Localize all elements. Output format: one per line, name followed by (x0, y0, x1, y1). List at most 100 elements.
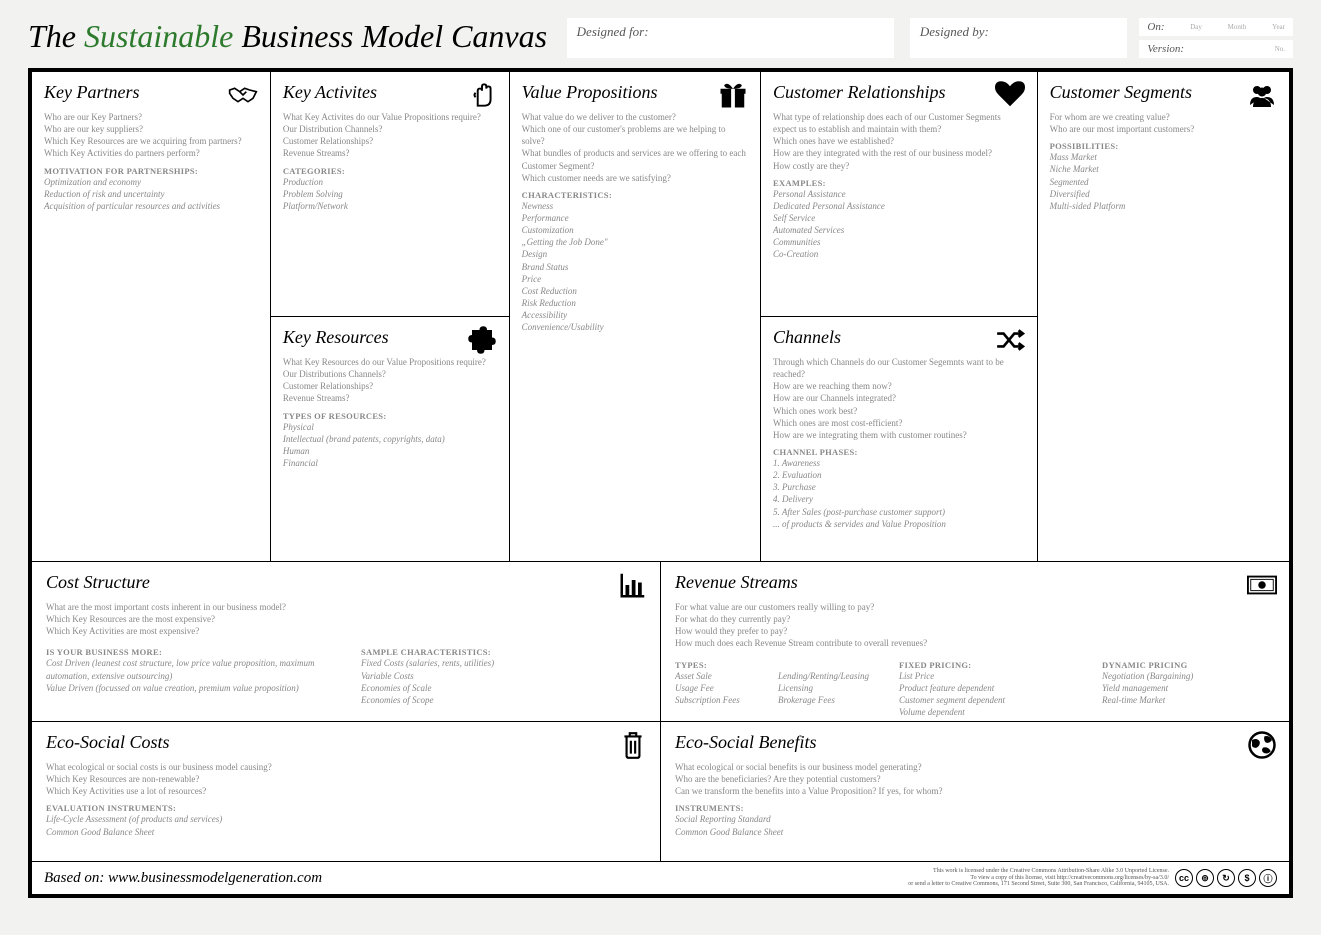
day-hint: Day (1190, 23, 1202, 31)
fixed: List PriceProduct feature dependentCusto… (899, 670, 1072, 719)
title-prefix: The (28, 18, 84, 54)
cc-attribution: This work is licensed under the Creative… (908, 868, 1277, 888)
hand-icon (467, 80, 497, 110)
money-icon (1247, 570, 1277, 600)
page-title: The Sustainable Business Model Canvas (28, 18, 555, 55)
cell-key-activities: Key Activites What Key Activites do our … (271, 72, 509, 317)
subhead: EXAMPLES: (773, 178, 1025, 188)
handshake-icon (228, 80, 258, 110)
people-icon (1247, 80, 1277, 110)
items: Optimization and economyReduction of ris… (44, 176, 258, 212)
items: Cost Driven (leanest cost structure, low… (46, 657, 331, 693)
canvas-mid-row: Cost Structure What are the most importa… (32, 562, 1289, 722)
canvas-top-row: Key Partners Who are our Key Partners?Wh… (32, 72, 1289, 562)
subhead: TYPES OF RESOURCES: (283, 411, 497, 421)
cc-icon: cc (1175, 869, 1193, 887)
items: ProductionProblem SolvingPlatform/Networ… (283, 176, 497, 212)
cc-sa-icon: ↻ (1217, 869, 1235, 887)
cell-revenue-streams: Revenue Streams For what value are our c… (661, 562, 1289, 721)
version-field[interactable]: Version: No. (1139, 40, 1293, 58)
cell-title: Channels (773, 327, 1025, 348)
prompts: Who are our Key Partners?Who are our key… (44, 111, 258, 160)
business-model-canvas: Key Partners Who are our Key Partners?Wh… (28, 68, 1293, 898)
title-highlight: Sustainable (84, 18, 233, 54)
based-on-text: Based on: www.businessmodelgeneration.co… (44, 870, 322, 887)
items: Life-Cycle Assessment (of products and s… (46, 813, 646, 837)
cell-customer-relationships: Customer Relationships What type of rela… (761, 72, 1037, 317)
designed-by-label: Designed by: (920, 24, 989, 39)
cell-value-propositions: Value Propositions What value do we deli… (510, 72, 761, 561)
cell-eco-costs: Eco-Social Costs What ecological or soci… (32, 722, 661, 861)
trash-icon (618, 730, 648, 760)
items: PhysicalIntellectual (brand patents, cop… (283, 421, 497, 470)
cell-title: Customer Relationships (773, 82, 1025, 103)
prompts: For whom are we creating value?Who are o… (1050, 111, 1277, 135)
cc-by-icon: ⊚ (1196, 869, 1214, 887)
designed-for-label: Designed for: (577, 24, 649, 39)
cc-line3: or send a letter to Creative Commons, 17… (908, 881, 1169, 888)
cc-person-icon: ⓘ (1259, 869, 1277, 887)
header-bar: The Sustainable Business Model Canvas De… (28, 18, 1293, 58)
cell-relationships-channels: Customer Relationships What type of rela… (761, 72, 1038, 561)
no-hint: No. (1275, 45, 1285, 53)
cc-license-icons: cc ⊚ ↻ $ ⓘ (1175, 869, 1277, 887)
subhead2: SAMPLE CHARACTERISTICS: (361, 647, 646, 657)
month-hint: Month (1228, 23, 1247, 31)
date-field[interactable]: On: Day Month Year (1139, 18, 1293, 36)
cell-cost-structure: Cost Structure What are the most importa… (32, 562, 661, 721)
subhead: INSTRUMENTS: (675, 803, 1275, 813)
cell-title: Revenue Streams (675, 572, 1275, 593)
cell-title: Eco-Social Costs (46, 732, 646, 753)
items: 1. Awareness2. Evaluation3. Purchase4. D… (773, 457, 1025, 530)
types-head: TYPES: (675, 660, 869, 670)
dynamic-head: DYNAMIC PRICING (1102, 660, 1275, 670)
on-label: On: (1147, 21, 1164, 33)
shuffle-icon (995, 325, 1025, 355)
prompts: What are the most important costs inhere… (46, 601, 646, 637)
cell-title: Key Resources (283, 327, 497, 348)
year-hint: Year (1272, 23, 1285, 31)
cell-title: Customer Segments (1050, 82, 1277, 103)
cell-key-partners: Key Partners Who are our Key Partners?Wh… (32, 72, 271, 561)
cell-title: Eco-Social Benefits (675, 732, 1275, 753)
cell-title: Key Activites (283, 82, 497, 103)
cell-key-resources: Key Resources What Key Resources do our … (271, 317, 509, 561)
subhead: IS YOUR BUSINESS MORE: (46, 647, 331, 657)
cell-title: Key Partners (44, 82, 258, 103)
gift-icon (718, 80, 748, 110)
prompts: For what value are our customers really … (675, 601, 1275, 650)
version-label: Version: (1147, 43, 1184, 55)
cell-key-activities-resources: Key Activites What Key Activites do our … (271, 72, 510, 561)
canvas-footer: Based on: www.businessmodelgeneration.co… (32, 862, 1289, 894)
prompts: What value do we deliver to the customer… (522, 111, 748, 184)
cell-customer-segments: Customer Segments For whom are we creati… (1038, 72, 1289, 561)
cell-title: Value Propositions (522, 82, 748, 103)
items: Mass MarketNiche MarketSegmentedDiversif… (1050, 151, 1277, 212)
cell-eco-benefits: Eco-Social Benefits What ecological or s… (661, 722, 1289, 861)
items2: Fixed Costs (salaries, rents, utilities)… (361, 657, 646, 706)
prompts: What Key Resources do our Value Proposit… (283, 356, 497, 405)
designed-by-field[interactable]: Designed by: (910, 18, 1128, 58)
prompts: What type of relationship does each of o… (773, 111, 1025, 172)
types: Asset SaleUsage FeeSubscription FeesLend… (675, 670, 869, 706)
subhead: EVALUATION INSTRUMENTS: (46, 803, 646, 813)
cc-line1: This work is licensed under the Creative… (908, 868, 1169, 875)
cell-channels: Channels Through which Channels do our C… (761, 317, 1037, 561)
subhead: CHANNEL PHASES: (773, 447, 1025, 457)
bar-chart-icon (618, 570, 648, 600)
cc-nc-icon: $ (1238, 869, 1256, 887)
prompts: What Key Activites do our Value Proposit… (283, 111, 497, 160)
fixed-head: FIXED PRICING: (899, 660, 1072, 670)
prompts: Through which Channels do our Customer S… (773, 356, 1025, 441)
designed-for-field[interactable]: Designed for: (567, 18, 894, 58)
subhead: CATEGORIES: (283, 166, 497, 176)
puzzle-icon (467, 325, 497, 355)
title-suffix: Business Model Canvas (233, 18, 547, 54)
subhead: POSSIBILITIES: (1050, 141, 1277, 151)
items: Social Reporting StandardCommon Good Bal… (675, 813, 1275, 837)
heart-icon (995, 80, 1025, 110)
items: Personal AssistanceDedicated Personal As… (773, 188, 1025, 261)
version-date-column: On: Day Month Year Version: No. (1139, 18, 1293, 58)
dynamic: Negotiation (Bargaining)Yield management… (1102, 670, 1275, 706)
prompts: What ecological or social costs is our b… (46, 761, 646, 797)
